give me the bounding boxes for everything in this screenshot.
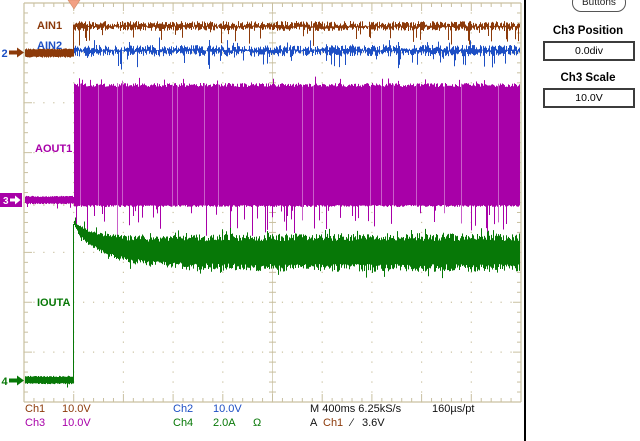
svg-text:AOUT1: AOUT1 xyxy=(35,143,72,155)
panel-divider xyxy=(524,0,526,441)
svg-text:2: 2 xyxy=(2,48,8,60)
ch2-name-readout: Ch2 xyxy=(173,403,194,415)
control-sidebar: Buttons Ch3 Position 0.0div Ch3 Scale 10… xyxy=(526,0,640,441)
ch3-position-label: Ch3 Position xyxy=(552,25,624,37)
trigger-source-readout: Ch1 xyxy=(323,417,344,429)
ch2-scale-readout: 10.0V xyxy=(213,403,242,415)
svg-text:AIN1: AIN1 xyxy=(37,20,62,32)
ch4-scale-readout: 2.0A xyxy=(213,417,236,429)
svg-text:4: 4 xyxy=(2,376,9,388)
ch3-position-value-field[interactable]: 0.0div xyxy=(543,41,635,61)
ch3-scale-value-field[interactable]: 10.0V xyxy=(543,88,635,108)
resolution-readout: 160µs/pt xyxy=(432,403,475,415)
ch3-name-readout: Ch3 xyxy=(25,417,46,429)
svg-text:3: 3 xyxy=(3,196,9,207)
trigger-mode-readout: A xyxy=(310,417,318,429)
ch3-scale-label: Ch3 Scale xyxy=(560,72,616,84)
ch4-name-readout: Ch4 xyxy=(173,417,194,429)
svg-text:AIN2: AIN2 xyxy=(37,40,62,52)
ch1-name-readout: Ch1 xyxy=(25,403,46,415)
trigger-slope-icon: ∕ xyxy=(351,417,353,429)
trigger-level-readout: 3.6V xyxy=(362,417,385,429)
ch1-scale-readout: 10.0V xyxy=(62,403,91,415)
buttons-button[interactable]: Buttons xyxy=(572,0,626,12)
ch3-scale-readout: 10.0V xyxy=(62,417,91,429)
ch4-coupling-readout: Ω xyxy=(253,417,262,429)
scope-display: 2 3 4 AIN1 AIN2 AOUT1 IOUTA Ch1 10.0V Ch2 10.0… xyxy=(0,0,522,429)
svg-text:IOUTA: IOUTA xyxy=(37,297,70,309)
waveform-area: 2 3 4 AIN1 AIN2 AOUT1 IOUTA xyxy=(0,0,522,403)
timebase-readout: M 400ms 6.25kS/s xyxy=(310,403,402,415)
